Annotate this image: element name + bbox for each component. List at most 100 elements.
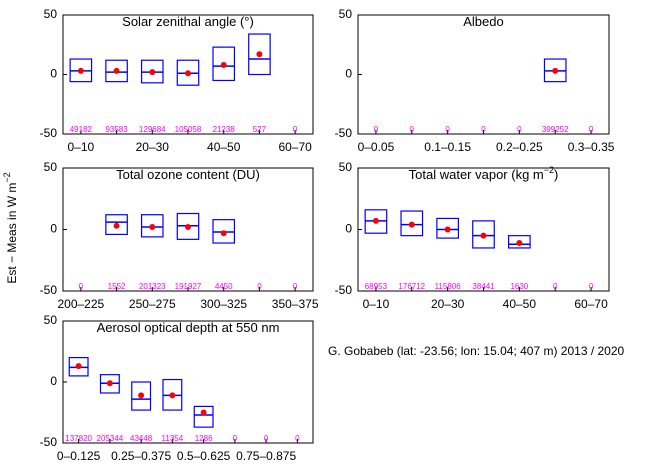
y-label-text: Est − Meas in W m bbox=[5, 183, 19, 284]
x-tick-label: 20–30 bbox=[431, 297, 465, 311]
count-label: 38441 bbox=[472, 282, 495, 291]
mean-dot bbox=[220, 61, 227, 68]
x-tick-label: 0.2–0.25 bbox=[496, 140, 543, 154]
count-label: 527 bbox=[253, 125, 267, 134]
box bbox=[105, 59, 128, 83]
count-label: 201323 bbox=[139, 282, 166, 291]
count-label: 49182 bbox=[70, 125, 93, 134]
count-label: 105058 bbox=[175, 125, 202, 134]
box bbox=[105, 214, 128, 236]
box bbox=[508, 235, 531, 249]
mean-dot bbox=[256, 51, 263, 58]
mean-dot bbox=[113, 67, 120, 74]
y-tick-label: -50 bbox=[40, 126, 58, 140]
y-tick-label: 0 bbox=[50, 222, 57, 236]
box bbox=[193, 405, 214, 428]
count-label: 4450 bbox=[215, 282, 233, 291]
y-tick-label: 0 bbox=[345, 222, 352, 236]
chart-title: Total ozone content (DU) bbox=[116, 167, 260, 182]
count-label: 137820 bbox=[65, 434, 92, 443]
count-label: 0 bbox=[481, 125, 486, 134]
count-label: 0 bbox=[374, 125, 379, 134]
mean-dot bbox=[185, 70, 191, 77]
count-label: 21238 bbox=[213, 125, 236, 134]
y-tick-label: -50 bbox=[335, 283, 353, 297]
box bbox=[212, 46, 236, 82]
count-label: 0 bbox=[293, 125, 298, 134]
count-label: 1552 bbox=[108, 282, 126, 291]
mean-dot bbox=[372, 217, 379, 224]
axes-frame bbox=[357, 14, 610, 135]
x-tick-label: 0–0.125 bbox=[57, 449, 101, 462]
x-tick-label: 350–375 bbox=[272, 297, 319, 311]
box bbox=[472, 220, 495, 249]
count-label: 0 bbox=[410, 125, 415, 134]
chart-title: Albedo bbox=[463, 14, 503, 29]
y-tick-label: 50 bbox=[339, 160, 353, 174]
count-label: 11354 bbox=[162, 434, 184, 443]
x-tick-label: 200–225 bbox=[57, 297, 104, 311]
count-label: 1286 bbox=[195, 434, 213, 443]
count-label: 0 bbox=[295, 434, 300, 443]
count-label: 176712 bbox=[398, 282, 425, 291]
count-label: 205344 bbox=[97, 434, 124, 443]
count-label: 1630 bbox=[510, 282, 528, 291]
x-tick-label: 60–70 bbox=[278, 140, 312, 154]
mean-dot bbox=[444, 226, 451, 233]
title-text: Total ozone content (DU) bbox=[116, 167, 260, 182]
axes-frame bbox=[357, 167, 610, 292]
x-tick-label: 0.3–0.35 bbox=[568, 140, 615, 154]
y-tick-label: 50 bbox=[44, 313, 58, 327]
title-text: Total water vapor (kg m bbox=[409, 167, 544, 182]
count-label: 0 bbox=[257, 282, 262, 291]
x-tick-label: 300–325 bbox=[200, 297, 247, 311]
mean-dot bbox=[169, 392, 176, 399]
mean-dot bbox=[480, 232, 487, 239]
count-label: 0 bbox=[79, 282, 84, 291]
count-label: 399252 bbox=[542, 125, 569, 134]
y-tick-label: 0 bbox=[50, 374, 57, 388]
x-tick-label: 0–0.05 bbox=[358, 140, 395, 154]
mean-dot bbox=[200, 409, 207, 416]
mean-dot bbox=[113, 222, 120, 229]
count-label: 0 bbox=[445, 125, 450, 134]
box bbox=[400, 210, 424, 237]
count-label: 0 bbox=[553, 282, 558, 291]
count-label: 0 bbox=[264, 434, 269, 443]
y-tick-label: 50 bbox=[44, 7, 58, 21]
count-label: 115806 bbox=[435, 282, 462, 291]
y-tick-label: 50 bbox=[44, 160, 58, 174]
x-tick-label: 40–50 bbox=[503, 297, 537, 311]
x-tick-label: 0–10 bbox=[363, 297, 390, 311]
count-label: 0 bbox=[589, 282, 594, 291]
y-label-superscript: −2 bbox=[2, 172, 12, 182]
mean-dot bbox=[106, 380, 113, 387]
chart-title: Total water vapor (kg m−2) bbox=[409, 165, 559, 182]
count-label: 0 bbox=[233, 434, 238, 443]
mean-dot bbox=[552, 67, 559, 74]
x-tick-label: 0.5–0.625 bbox=[177, 449, 231, 462]
count-label: 0 bbox=[589, 125, 594, 134]
chart-title: Solar zenithal angle (°) bbox=[122, 14, 254, 29]
title-text: Albedo bbox=[463, 14, 503, 29]
x-tick-label: 0–10 bbox=[68, 140, 95, 154]
box bbox=[248, 33, 271, 76]
count-label: 68953 bbox=[365, 282, 388, 291]
mean-dot bbox=[138, 392, 145, 399]
x-tick-label: 0.75–0.875 bbox=[236, 449, 296, 462]
mean-dot bbox=[185, 224, 191, 231]
y-tick-label: -50 bbox=[40, 283, 58, 297]
x-tick-label: 250–275 bbox=[129, 297, 176, 311]
y-tick-label: 50 bbox=[339, 7, 353, 21]
title-superscript: −2 bbox=[544, 165, 554, 175]
count-label: 93583 bbox=[105, 125, 128, 134]
y-axis-label: Est − Meas in W m−2 bbox=[2, 172, 19, 283]
annotation: G. Gobabeb (lat: -23.56; lon: 15.04; 407… bbox=[328, 344, 625, 358]
x-tick-label: 0.1–0.15 bbox=[424, 140, 471, 154]
y-tick-label: -50 bbox=[40, 435, 58, 449]
title-text: Solar zenithal angle (°) bbox=[122, 14, 254, 29]
mean-dot bbox=[408, 221, 415, 228]
count-label: 191927 bbox=[175, 282, 202, 291]
y-tick-label: -50 bbox=[335, 126, 353, 140]
count-label: 129684 bbox=[139, 125, 166, 134]
